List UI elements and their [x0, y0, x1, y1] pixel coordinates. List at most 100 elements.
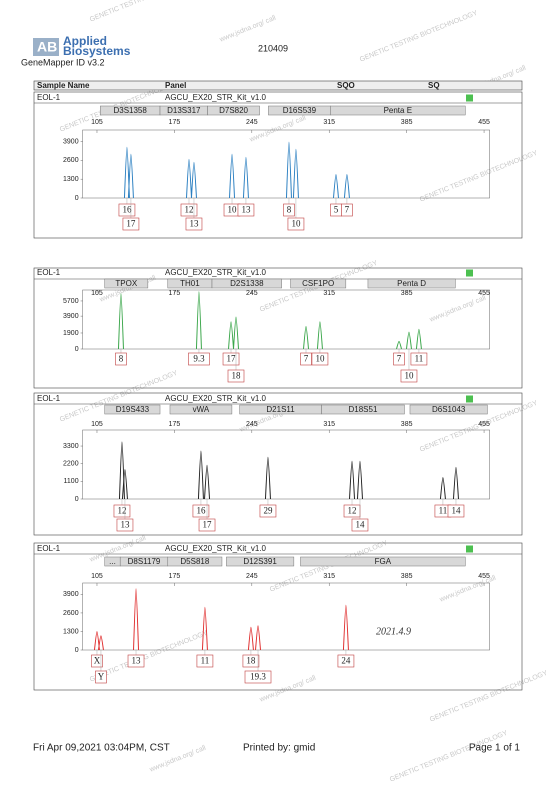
peak	[185, 158, 192, 199]
y-tick-label: 3900	[63, 313, 79, 320]
allele-box	[393, 352, 405, 366]
peak	[332, 174, 339, 199]
panel-name: AGCU_EX20_STR_Kit_v1.0	[165, 93, 266, 102]
watermark: GENETIC TESTING BIOTECHNOLOGY	[89, 630, 209, 684]
locus-name: TH01	[180, 279, 200, 288]
footer-page: Page 1 of 1	[469, 743, 521, 754]
allele-box	[400, 369, 418, 383]
locus-name: vWA	[193, 405, 210, 414]
allele-label: 16	[122, 205, 132, 215]
watermark: www.jsdna.org/ call	[428, 294, 488, 323]
col-sqo: SQO	[337, 81, 355, 90]
logo-line1: Applied	[63, 34, 107, 48]
x-tick-label: 175	[169, 573, 181, 580]
allele-box	[91, 654, 103, 668]
allele-label: 24	[341, 656, 351, 666]
peak	[343, 174, 350, 199]
footer-date: Fri Apr 09,2021 03:04PM, CST	[33, 743, 170, 754]
y-tick-label: 1900	[63, 330, 79, 337]
allele-box	[198, 518, 216, 532]
allele-label: X	[94, 656, 101, 666]
locus-name: D12S391	[243, 557, 277, 566]
allele-label: 9.3	[193, 354, 205, 364]
peak	[255, 625, 262, 651]
panel: EOL-1 AGCU_EX20_STR_Kit_v1.0 TPOX TH01 D2S13…	[33, 267, 523, 389]
locus-name: D13S317	[167, 106, 201, 115]
x-tick-label: 245	[246, 119, 258, 126]
peak	[405, 331, 412, 350]
x-tick-label: 315	[323, 119, 335, 126]
locus-name: Penta D	[397, 279, 426, 288]
allele-box	[188, 352, 210, 366]
allele-label: 13	[189, 219, 199, 229]
logo-mark	[33, 38, 59, 56]
allele-label: 12	[184, 205, 193, 215]
allele-box	[259, 504, 277, 518]
locus-name: CSF1PO	[302, 279, 334, 288]
panel: EOL-1 AGCU_EX20_STR_Kit_v1.0 D3S1358 D13S31…	[33, 91, 523, 239]
allele-label: 14	[355, 520, 365, 530]
locus-bar	[290, 278, 347, 289]
y-tick-label: 2600	[63, 157, 79, 164]
watermark: www.jsdna.org/ call	[218, 14, 278, 43]
locus-bar	[104, 404, 161, 415]
allele-label: Y	[98, 672, 105, 682]
watermark: GENETIC TESTING BIOTECHNOLOGY	[419, 150, 539, 204]
y-tick-label: 3900	[63, 138, 79, 145]
peak	[127, 153, 134, 199]
peak	[396, 340, 403, 350]
peak	[439, 476, 446, 500]
allele-box	[287, 217, 305, 231]
allele-box	[351, 518, 369, 532]
allele-box	[95, 670, 107, 684]
locus-name: D6S1043	[432, 405, 466, 414]
software-name: GeneMapper ID v3.2	[21, 57, 105, 67]
x-tick-label: 315	[323, 421, 335, 428]
locus-name: Penta E	[384, 106, 412, 115]
x-tick-label: 245	[246, 573, 258, 580]
locus-name: D21S11	[266, 405, 295, 414]
x-tick-label: 175	[169, 421, 181, 428]
locus-bar	[207, 105, 260, 116]
logo-line2: Biosystems	[63, 44, 131, 58]
run-name: 210409	[258, 43, 288, 53]
status-flag	[466, 545, 473, 553]
plot-area	[82, 429, 490, 500]
x-tick-label: 455	[478, 119, 490, 126]
peak	[190, 161, 197, 199]
watermark: GENETIC TESTING BIOTECHNOLOGY	[429, 670, 549, 724]
allele-box	[447, 504, 465, 518]
watermark: GENETIC TESTING BIOTECHNOLOGY	[389, 730, 509, 784]
locus-name: D3S1358	[113, 106, 147, 115]
allele-label: 17	[203, 520, 213, 530]
allele-box	[127, 654, 145, 668]
y-tick-label: 5700	[63, 298, 79, 305]
allele-label: 5	[334, 205, 339, 215]
peak	[415, 328, 422, 350]
peak	[195, 291, 202, 350]
panel-name: AGCU_EX20_STR_Kit_v1.0	[165, 394, 266, 403]
x-tick-label: 385	[401, 573, 413, 580]
allele-label: 12	[348, 506, 357, 516]
locus-name: D7S820	[219, 106, 248, 115]
allele-box	[242, 654, 260, 668]
x-tick-label: 175	[169, 290, 181, 297]
peak	[242, 156, 249, 199]
col-sq: SQ	[428, 81, 440, 90]
x-tick-label: 245	[246, 421, 258, 428]
peak	[342, 604, 349, 651]
allele-box	[113, 504, 131, 518]
peak	[201, 606, 208, 651]
peak	[228, 321, 235, 350]
locus-bar	[367, 278, 456, 289]
logo-ab: AB	[37, 39, 57, 55]
x-tick-label: 105	[91, 290, 103, 297]
peak	[133, 588, 140, 651]
allele-label: 11	[201, 656, 210, 666]
plot-area	[82, 289, 490, 350]
y-tick-label: 1300	[63, 176, 79, 183]
locus-name: D18S51	[349, 405, 378, 414]
x-tick-label: 105	[91, 421, 103, 428]
locus-name: TPOX	[115, 279, 137, 288]
